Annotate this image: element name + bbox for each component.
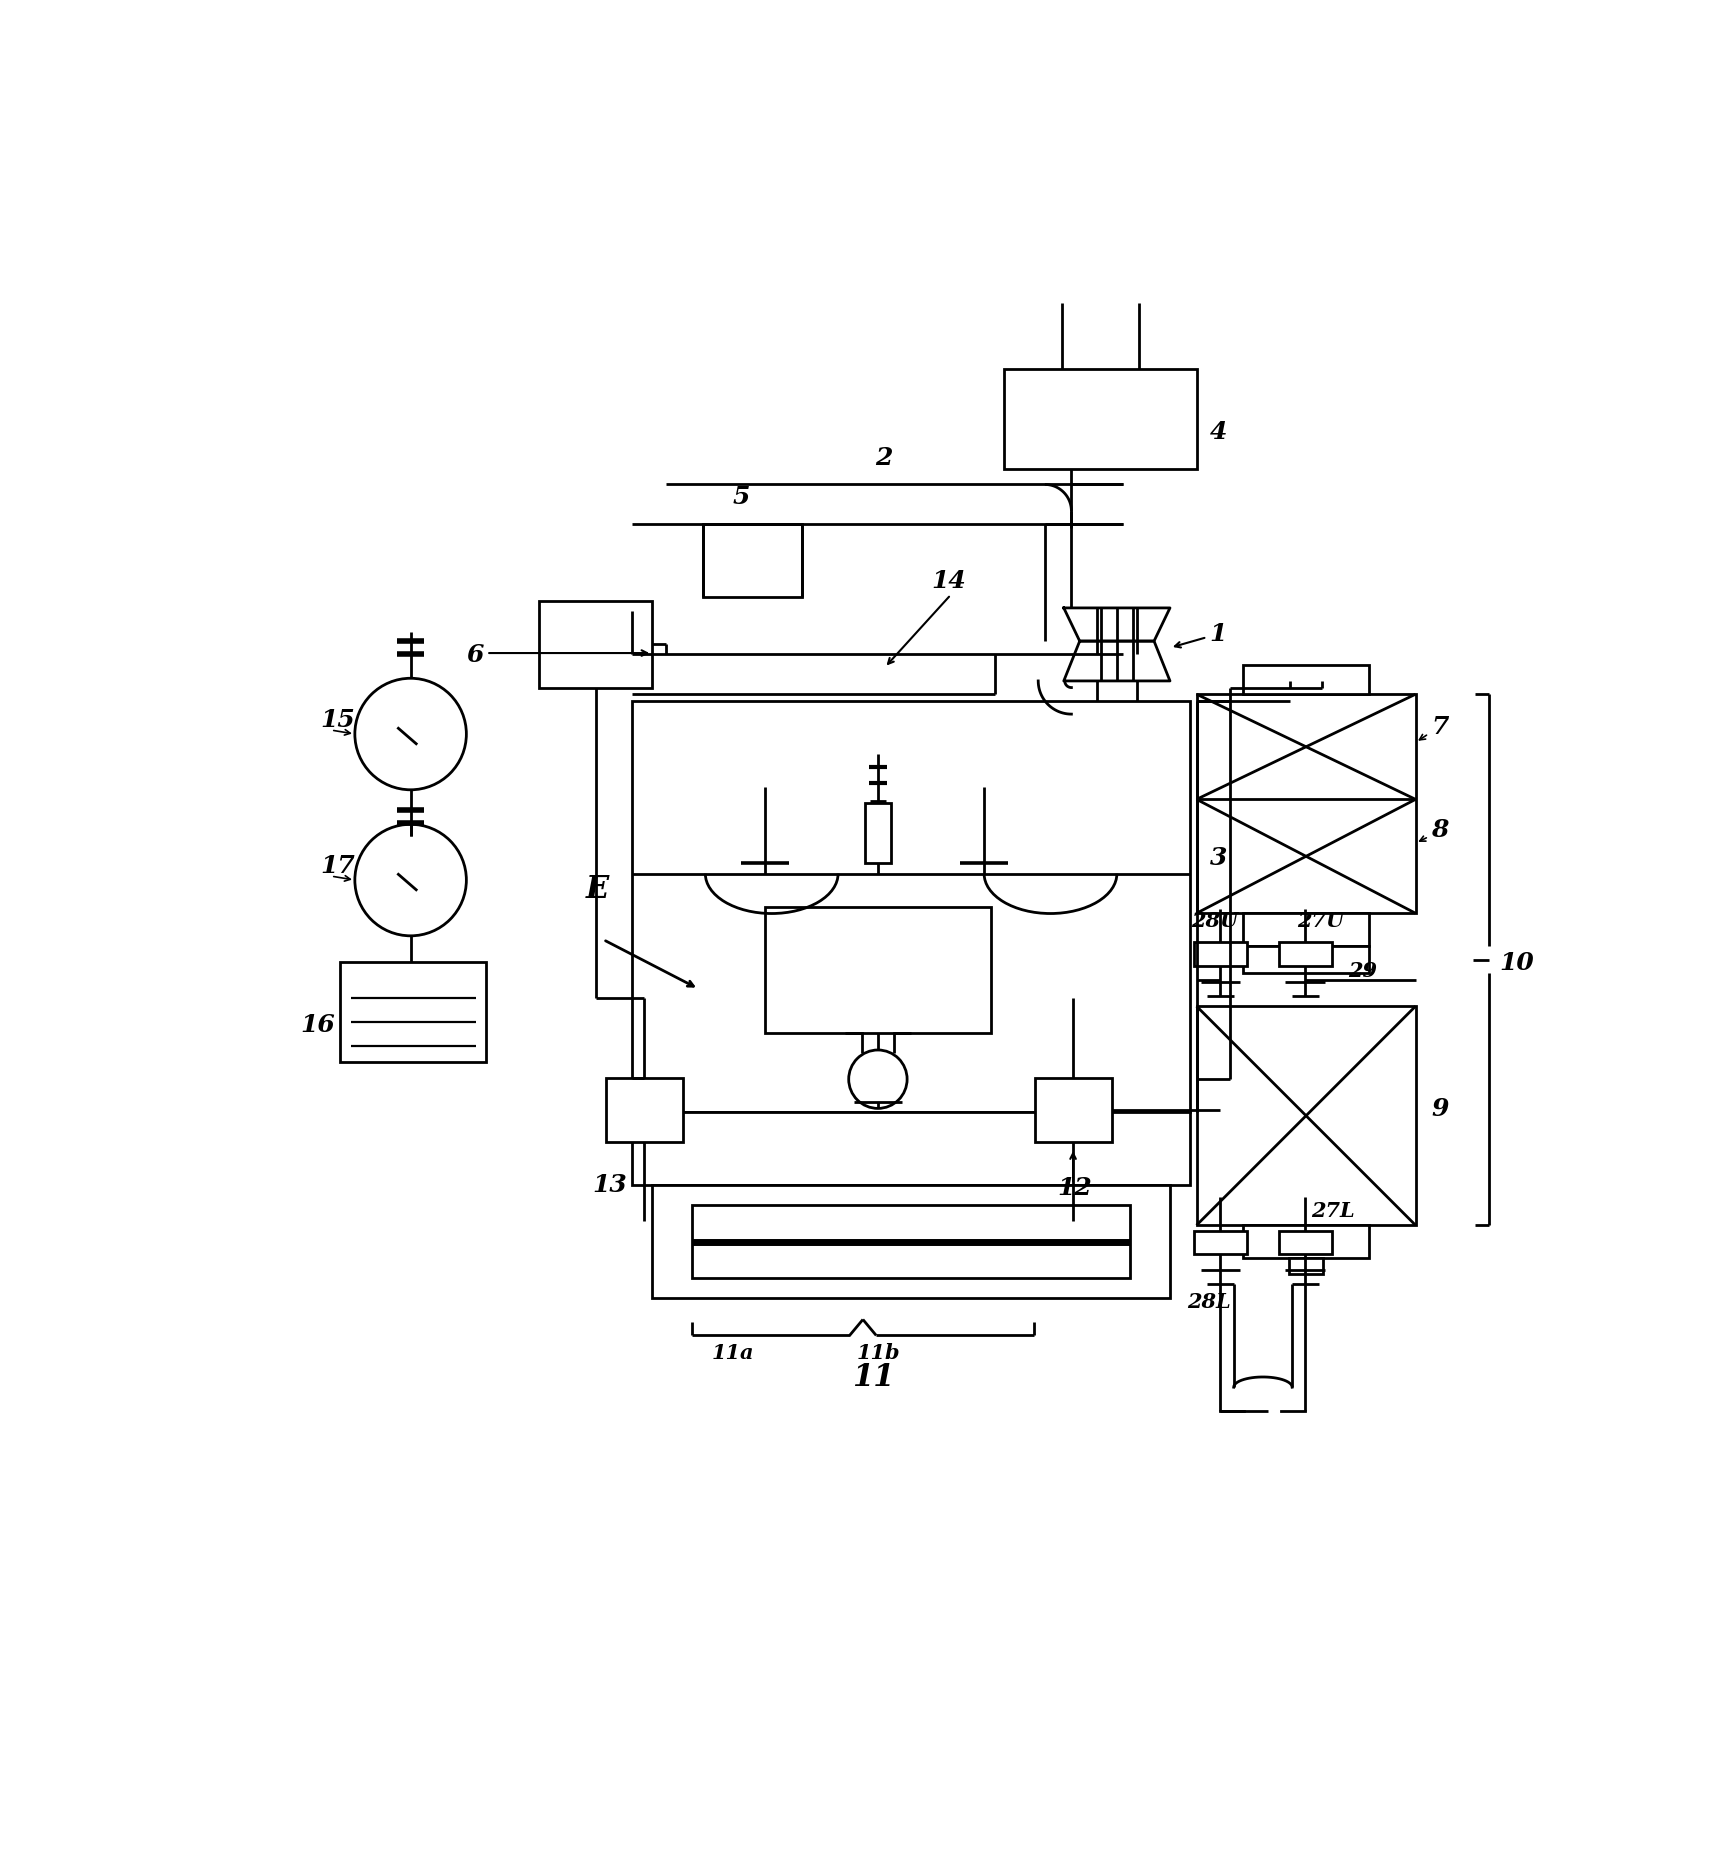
Text: 28L: 28L <box>1187 1292 1232 1312</box>
Text: 14: 14 <box>932 569 966 594</box>
Text: 13: 13 <box>593 1172 627 1197</box>
Text: 11b: 11b <box>856 1344 899 1364</box>
Bar <box>692 1206 1131 1279</box>
Text: 28U: 28U <box>1191 910 1238 930</box>
Text: 15: 15 <box>320 709 355 733</box>
Bar <box>1194 1230 1247 1254</box>
Bar <box>1280 942 1333 966</box>
Text: 9: 9 <box>1432 1096 1449 1120</box>
Bar <box>1290 1258 1322 1275</box>
Polygon shape <box>1064 609 1170 640</box>
Text: 11a: 11a <box>713 1344 754 1364</box>
Text: 12: 12 <box>1057 1176 1093 1200</box>
Circle shape <box>848 1050 908 1109</box>
Bar <box>865 804 891 864</box>
Text: 17: 17 <box>320 854 355 878</box>
Bar <box>1244 914 1369 947</box>
Bar <box>341 962 486 1063</box>
Bar <box>1004 368 1196 469</box>
Bar <box>540 601 653 687</box>
Bar <box>1196 1007 1415 1225</box>
Bar <box>1280 1230 1333 1254</box>
Bar <box>1244 1225 1369 1258</box>
Circle shape <box>355 824 466 936</box>
Text: 2: 2 <box>875 445 892 469</box>
Polygon shape <box>1064 640 1170 681</box>
Text: 7: 7 <box>1432 715 1449 739</box>
Bar <box>606 1078 683 1141</box>
Bar <box>1194 942 1247 966</box>
Bar <box>632 1113 1191 1185</box>
Text: 10: 10 <box>1499 951 1533 975</box>
Text: 6: 6 <box>466 642 483 666</box>
Bar <box>766 906 990 1033</box>
Text: 5: 5 <box>733 486 750 510</box>
Text: 3: 3 <box>1209 847 1227 871</box>
Text: 27U: 27U <box>1297 910 1345 930</box>
Text: 11: 11 <box>853 1362 894 1392</box>
Text: 16: 16 <box>300 1012 336 1037</box>
Bar <box>653 1185 1170 1299</box>
Bar <box>1035 1078 1112 1141</box>
Text: 1: 1 <box>1209 622 1227 646</box>
Text: E: E <box>586 875 610 906</box>
Text: 8: 8 <box>1432 817 1449 841</box>
Bar <box>1196 694 1415 914</box>
Text: 4: 4 <box>1209 419 1227 443</box>
Bar <box>1244 664 1369 694</box>
Circle shape <box>355 677 466 789</box>
Text: 29: 29 <box>1348 960 1377 981</box>
Bar <box>632 702 1191 1113</box>
Bar <box>702 525 802 597</box>
Text: 27L: 27L <box>1310 1200 1355 1221</box>
Bar <box>1244 947 1369 973</box>
